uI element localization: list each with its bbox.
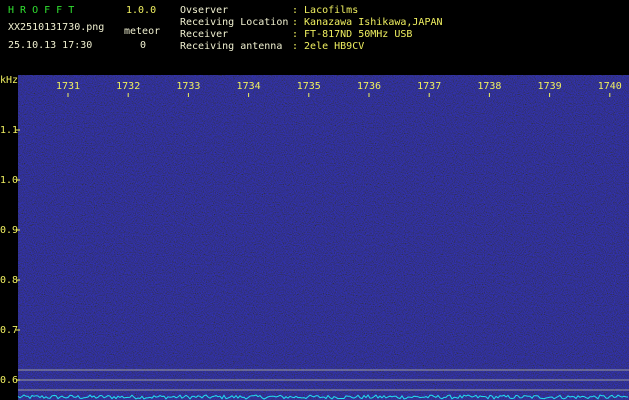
station-label: Ovserver	[180, 5, 228, 16]
y-tick-label: 0.9	[0, 225, 18, 236]
x-tick-label: 1739	[538, 81, 562, 92]
app-name: H R O F F T	[8, 5, 74, 16]
station-label: Receiving antenna	[180, 41, 282, 52]
x-tick-label: 1732	[116, 81, 140, 92]
file-name: XX2510131730.png	[8, 22, 104, 33]
y-tick-label: 1.1	[0, 125, 18, 136]
signal-trace	[17, 394, 629, 400]
spectrogram-noise	[18, 75, 629, 400]
x-tick-label: 1735	[297, 81, 321, 92]
x-unit: kHz	[0, 75, 18, 86]
station-value: : Kanazawa Ishikawa,JAPAN	[292, 17, 443, 28]
station-value: : 2ele HB9CV	[292, 41, 364, 52]
y-tick-label: 1.0	[0, 175, 18, 186]
app-version: 1.0.0	[126, 5, 156, 16]
y-tick-label: 0.8	[0, 275, 18, 286]
timestamp: 25.10.13 17:30	[8, 40, 92, 51]
y-tick-label: 0.6	[0, 375, 18, 386]
x-tick-label: 1737	[417, 81, 441, 92]
meteor-label: meteor	[124, 26, 160, 37]
x-tick-label: 1736	[357, 81, 381, 92]
station-value: : Lacofilms	[292, 5, 358, 16]
station-value: : FT-817ND 50MHz USB	[292, 29, 412, 40]
x-tick-label: 1740	[598, 81, 622, 92]
meteor-count: 0	[140, 40, 146, 51]
x-tick-label: 1738	[477, 81, 501, 92]
y-tick-label: 0.7	[0, 325, 18, 336]
x-tick-label: 1734	[237, 81, 261, 92]
x-tick-label: 1731	[56, 81, 80, 92]
station-label: Receiving Location	[180, 17, 288, 28]
station-label: Receiver	[180, 29, 228, 40]
x-tick-label: 1733	[176, 81, 200, 92]
